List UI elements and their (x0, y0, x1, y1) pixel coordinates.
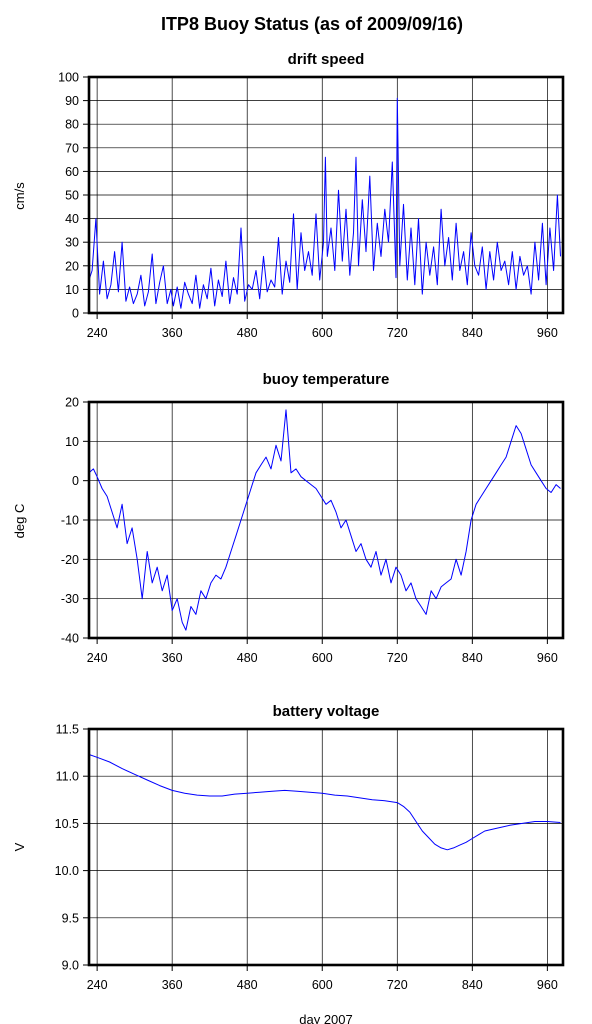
x-axis-label: day 2007 (299, 1012, 353, 1024)
x-tick-label: 720 (387, 651, 408, 665)
grid (83, 728, 563, 971)
x-tick-label: 360 (162, 978, 183, 992)
y-axis-label: V (12, 842, 27, 851)
battery-voltage-line (88, 754, 561, 851)
x-tick-label: 840 (462, 651, 483, 665)
y-tick-label: -40 (61, 632, 79, 646)
y-tick-label: 90 (65, 94, 79, 108)
y-tick-label: -10 (61, 514, 79, 528)
y-tick-label: -30 (61, 592, 79, 606)
x-tick-label: 480 (237, 651, 258, 665)
x-tick-label: 960 (537, 326, 558, 340)
x-tick-label: 600 (312, 326, 333, 340)
panel-battery-voltage: battery voltage 9.0 9.5 10.0 10.5 11.0 11.5 2… (12, 703, 565, 992)
y-tick-label: 10 (65, 435, 79, 449)
x-tick-label: 960 (537, 651, 558, 665)
panel-drift-speed: drift speed 0 10 20 30 40 50 60 70 80 90 100 240 36… (12, 51, 565, 340)
y-tick-label: 80 (65, 118, 79, 132)
y-tick-label: 11.0 (56, 770, 79, 784)
x-tick-label: 480 (237, 326, 258, 340)
grid (83, 76, 563, 319)
y-tick-labels: 0 10 20 30 40 50 60 70 80 90 100 (58, 71, 79, 321)
y-axis-label: deg C (12, 504, 27, 539)
y-tick-label: -20 (61, 553, 79, 567)
figure-title: ITP8 Buoy Status (as of 2009/09/16) (161, 14, 463, 34)
x-tick-label: 600 (312, 651, 333, 665)
y-tick-label: 50 (65, 189, 79, 203)
y-tick-labels: -40 -30 -20 -10 0 10 20 (61, 396, 79, 646)
y-tick-label: 9.0 (62, 959, 79, 973)
y-axis-label: cm/s (12, 182, 27, 210)
panel-title-drift-speed: drift speed (288, 51, 365, 68)
panel-title-buoy-temperature: buoy temperature (263, 371, 390, 388)
grid (83, 401, 563, 644)
x-tick-labels: 240 360 480 600 720 840 960 (87, 326, 558, 340)
x-tick-label: 480 (237, 978, 258, 992)
panel-buoy-temperature: buoy temperature -40 -30 -20 -10 0 10 20 240 36… (12, 371, 565, 665)
y-tick-label: 60 (65, 165, 79, 179)
x-tick-label: 240 (87, 651, 108, 665)
y-tick-label: 0 (72, 307, 79, 321)
drift-speed-line (88, 97, 561, 309)
x-tick-label: 840 (462, 978, 483, 992)
y-tick-label: 70 (65, 141, 79, 155)
x-tick-labels: 240 360 480 600 720 840 960 (87, 651, 558, 665)
y-tick-label: 20 (65, 396, 79, 410)
plot-frame (87, 75, 565, 315)
x-tick-label: 600 (312, 978, 333, 992)
y-tick-label: 9.5 (62, 911, 79, 925)
x-tick-label: 960 (537, 978, 558, 992)
plot-frame (87, 400, 565, 640)
x-tick-labels: 240 360 480 600 720 840 960 (87, 978, 558, 992)
x-tick-label: 360 (162, 651, 183, 665)
y-tick-label: 10.5 (55, 817, 79, 831)
y-tick-label: 11.5 (56, 723, 79, 737)
y-tick-label: 40 (65, 212, 79, 226)
buoy-temperature-line (88, 409, 561, 631)
y-tick-label: 10 (65, 283, 79, 297)
y-tick-label: 10.0 (55, 864, 79, 878)
y-tick-label: 20 (65, 259, 79, 273)
x-tick-label: 720 (387, 978, 408, 992)
x-tick-label: 240 (87, 978, 108, 992)
y-tick-label: 30 (65, 236, 79, 250)
y-tick-label: 100 (58, 71, 79, 85)
y-tick-labels: 9.0 9.5 10.0 10.5 11.0 11.5 (55, 723, 79, 973)
panel-title-battery-voltage: battery voltage (273, 703, 380, 720)
x-tick-label: 360 (162, 326, 183, 340)
y-tick-label: 0 (72, 474, 79, 488)
plot-frame (87, 727, 565, 967)
x-tick-label: 840 (462, 326, 483, 340)
x-tick-label: 240 (87, 326, 108, 340)
x-tick-label: 720 (387, 326, 408, 340)
